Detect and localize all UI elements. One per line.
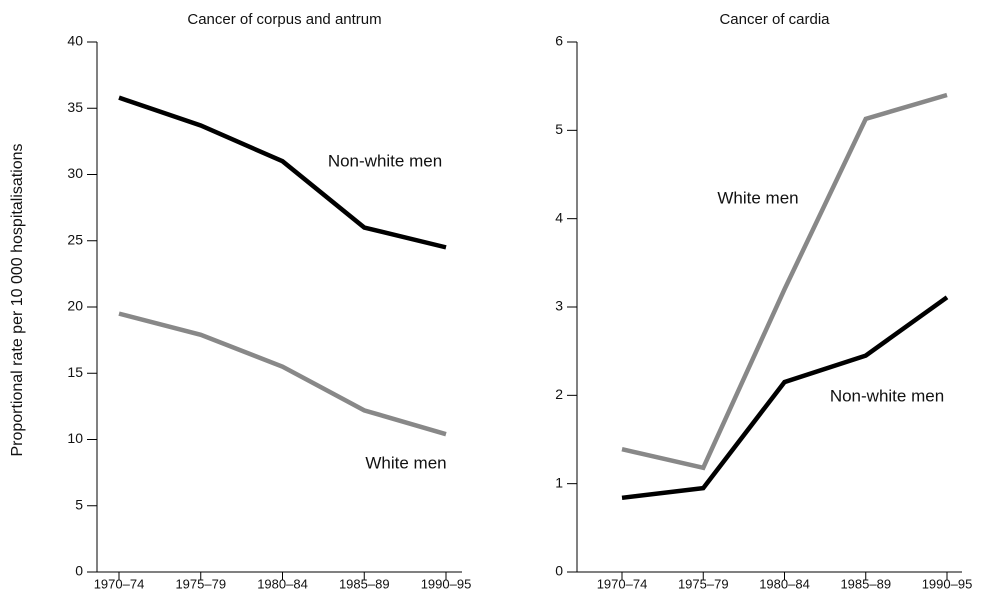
y-tick-label: 40 bbox=[67, 33, 83, 49]
y-tick-label: 15 bbox=[67, 364, 83, 380]
x-tick-label: 1975–79 bbox=[678, 576, 729, 591]
x-tick-label: 1980–84 bbox=[257, 576, 308, 591]
y-tick-label: 10 bbox=[67, 430, 83, 446]
x-tick-label: 1980–84 bbox=[759, 576, 810, 591]
series-label: White men bbox=[365, 453, 446, 472]
x-tick-label: 1990–95 bbox=[421, 576, 472, 591]
y-tick-label: 0 bbox=[75, 563, 83, 579]
x-tick-label: 1985–89 bbox=[840, 576, 891, 591]
y-tick-label: 5 bbox=[75, 496, 83, 512]
x-tick-label: 1985–89 bbox=[339, 576, 390, 591]
x-tick-label: 1975–79 bbox=[175, 576, 226, 591]
y-tick-label: 25 bbox=[67, 231, 83, 247]
y-tick-label: 0 bbox=[555, 563, 563, 579]
y-tick-label: 35 bbox=[67, 99, 83, 115]
y-tick-label: 2 bbox=[555, 386, 563, 402]
y-tick-label: 6 bbox=[555, 33, 563, 49]
y-tick-label: 5 bbox=[555, 121, 563, 137]
y-tick-label: 4 bbox=[555, 209, 563, 225]
y-axis-label: Proportional rate per 10 000 hospitalisa… bbox=[9, 143, 26, 456]
panel-title: Cancer of cardia bbox=[719, 11, 830, 28]
panel-title: Cancer of corpus and antrum bbox=[187, 11, 381, 28]
line-series bbox=[118, 95, 447, 250]
y-tick-label: 30 bbox=[67, 165, 83, 181]
line-series bbox=[621, 295, 949, 501]
line-series bbox=[621, 92, 948, 471]
x-tick-label: 1990–95 bbox=[922, 576, 973, 591]
series-label: Non-white men bbox=[328, 151, 442, 170]
series-label: Non-white men bbox=[830, 386, 944, 405]
x-tick-label: 1970–74 bbox=[94, 576, 145, 591]
x-tick-label: 1970–74 bbox=[597, 576, 648, 591]
y-tick-label: 20 bbox=[67, 298, 83, 314]
line-series bbox=[118, 311, 447, 437]
y-tick-label: 3 bbox=[555, 298, 563, 314]
y-tick-label: 1 bbox=[555, 474, 563, 490]
series-label: White men bbox=[717, 188, 798, 207]
